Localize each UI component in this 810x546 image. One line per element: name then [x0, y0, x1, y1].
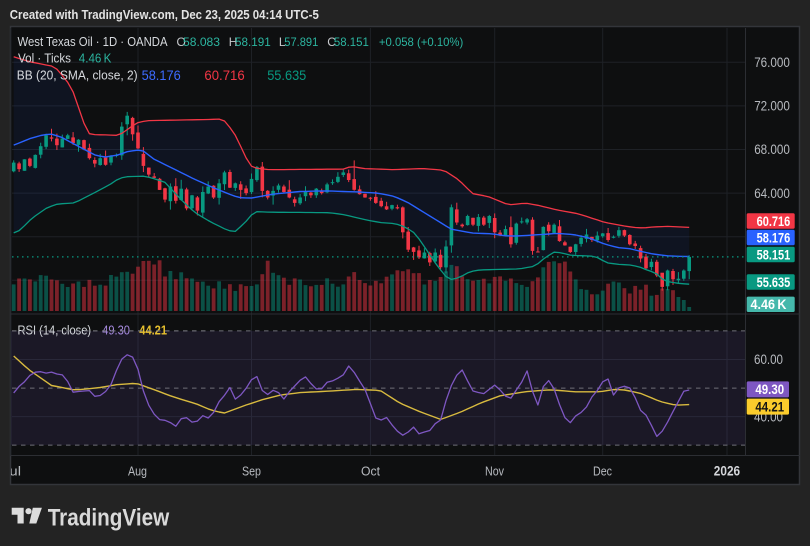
- svg-text:Dec: Dec: [593, 464, 612, 479]
- svg-text:55.635: 55.635: [267, 67, 306, 83]
- svg-text:Nov: Nov: [485, 464, 504, 479]
- svg-text:L: L: [279, 35, 286, 49]
- svg-text:60.00: 60.00: [754, 352, 783, 367]
- svg-text:57.891: 57.891: [284, 35, 318, 49]
- svg-text:49.30: 49.30: [755, 382, 784, 397]
- svg-text:68.000: 68.000: [754, 142, 790, 157]
- svg-text:58.151: 58.151: [334, 35, 369, 49]
- svg-text:O: O: [177, 35, 186, 49]
- svg-text:58.083: 58.083: [183, 35, 220, 49]
- svg-text:58.176: 58.176: [757, 230, 791, 245]
- svg-text:Created with TradingView.com,: Created with TradingView.com, Dec 23, 20…: [10, 7, 319, 22]
- svg-text:H: H: [229, 35, 238, 49]
- svg-text:60.716: 60.716: [204, 67, 244, 83]
- svg-text:Vol · Ticks: Vol · Ticks: [18, 52, 71, 66]
- svg-text:Aug: Aug: [128, 464, 147, 479]
- svg-text:RSI (14, close): RSI (14, close): [18, 324, 92, 338]
- svg-text:Oct: Oct: [361, 464, 380, 479]
- svg-text:4.46 K: 4.46 K: [751, 297, 787, 312]
- svg-text:44.21: 44.21: [139, 324, 167, 338]
- svg-text:60.716: 60.716: [757, 214, 791, 229]
- svg-text:72.000: 72.000: [754, 99, 790, 114]
- svg-text:BB (20, SMA, close, 2): BB (20, SMA, close, 2): [17, 69, 138, 83]
- svg-text:76.000: 76.000: [754, 55, 790, 70]
- svg-text:TradingView: TradingView: [48, 504, 170, 531]
- svg-text:55.635: 55.635: [757, 275, 791, 290]
- svg-text:4.46 K: 4.46 K: [79, 52, 112, 66]
- svg-text:44.21: 44.21: [755, 399, 784, 414]
- svg-text:49.30: 49.30: [102, 324, 130, 338]
- svg-text:58.176: 58.176: [142, 67, 181, 83]
- svg-text:58.151: 58.151: [757, 247, 791, 262]
- svg-text:+0.058 (+0.10%): +0.058 (+0.10%): [379, 35, 463, 49]
- svg-text:Jul: Jul: [2, 464, 21, 479]
- svg-text:64.000: 64.000: [754, 186, 790, 201]
- svg-text:West Texas Oil · 1D · OANDA: West Texas Oil · 1D · OANDA: [18, 35, 169, 49]
- svg-text:Sep: Sep: [242, 464, 261, 479]
- svg-text:2026: 2026: [714, 464, 741, 479]
- svg-text:58.191: 58.191: [235, 35, 271, 49]
- svg-text:C: C: [327, 35, 336, 49]
